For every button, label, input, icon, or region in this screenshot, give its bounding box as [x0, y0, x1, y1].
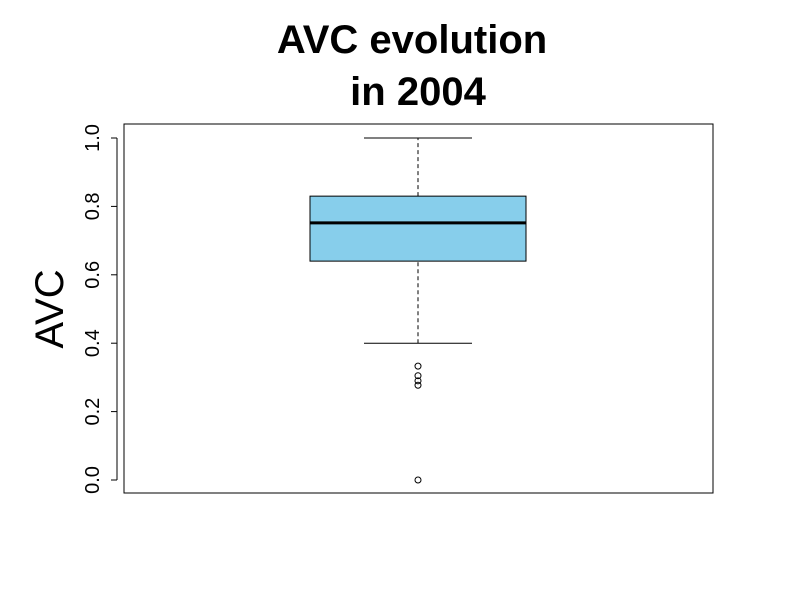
y-axis-label: AVC	[28, 269, 72, 348]
y-tick-label: 0.2	[82, 398, 104, 426]
plot-frame	[123, 123, 714, 494]
outlier-point	[414, 362, 422, 370]
outlier-point	[414, 372, 422, 380]
y-tick-label: 0.8	[82, 192, 104, 220]
y-axis: 0.0 0.2 0.4 0.6 0.8 1.0	[82, 124, 118, 494]
y-tick-label: 0.0	[82, 466, 104, 494]
outlier-point	[414, 381, 422, 389]
chart-title-line-1: AVC evolution	[277, 18, 547, 62]
box-plot	[309, 137, 527, 484]
y-tick-label: 1.0	[82, 124, 104, 152]
outlier-point	[414, 476, 422, 484]
chart-title-line-2: in 2004	[350, 70, 486, 114]
box-iqr	[309, 195, 527, 262]
y-tick-label: 0.6	[82, 261, 104, 289]
outlier-point	[414, 377, 422, 385]
y-tick-label: 0.4	[82, 329, 104, 357]
